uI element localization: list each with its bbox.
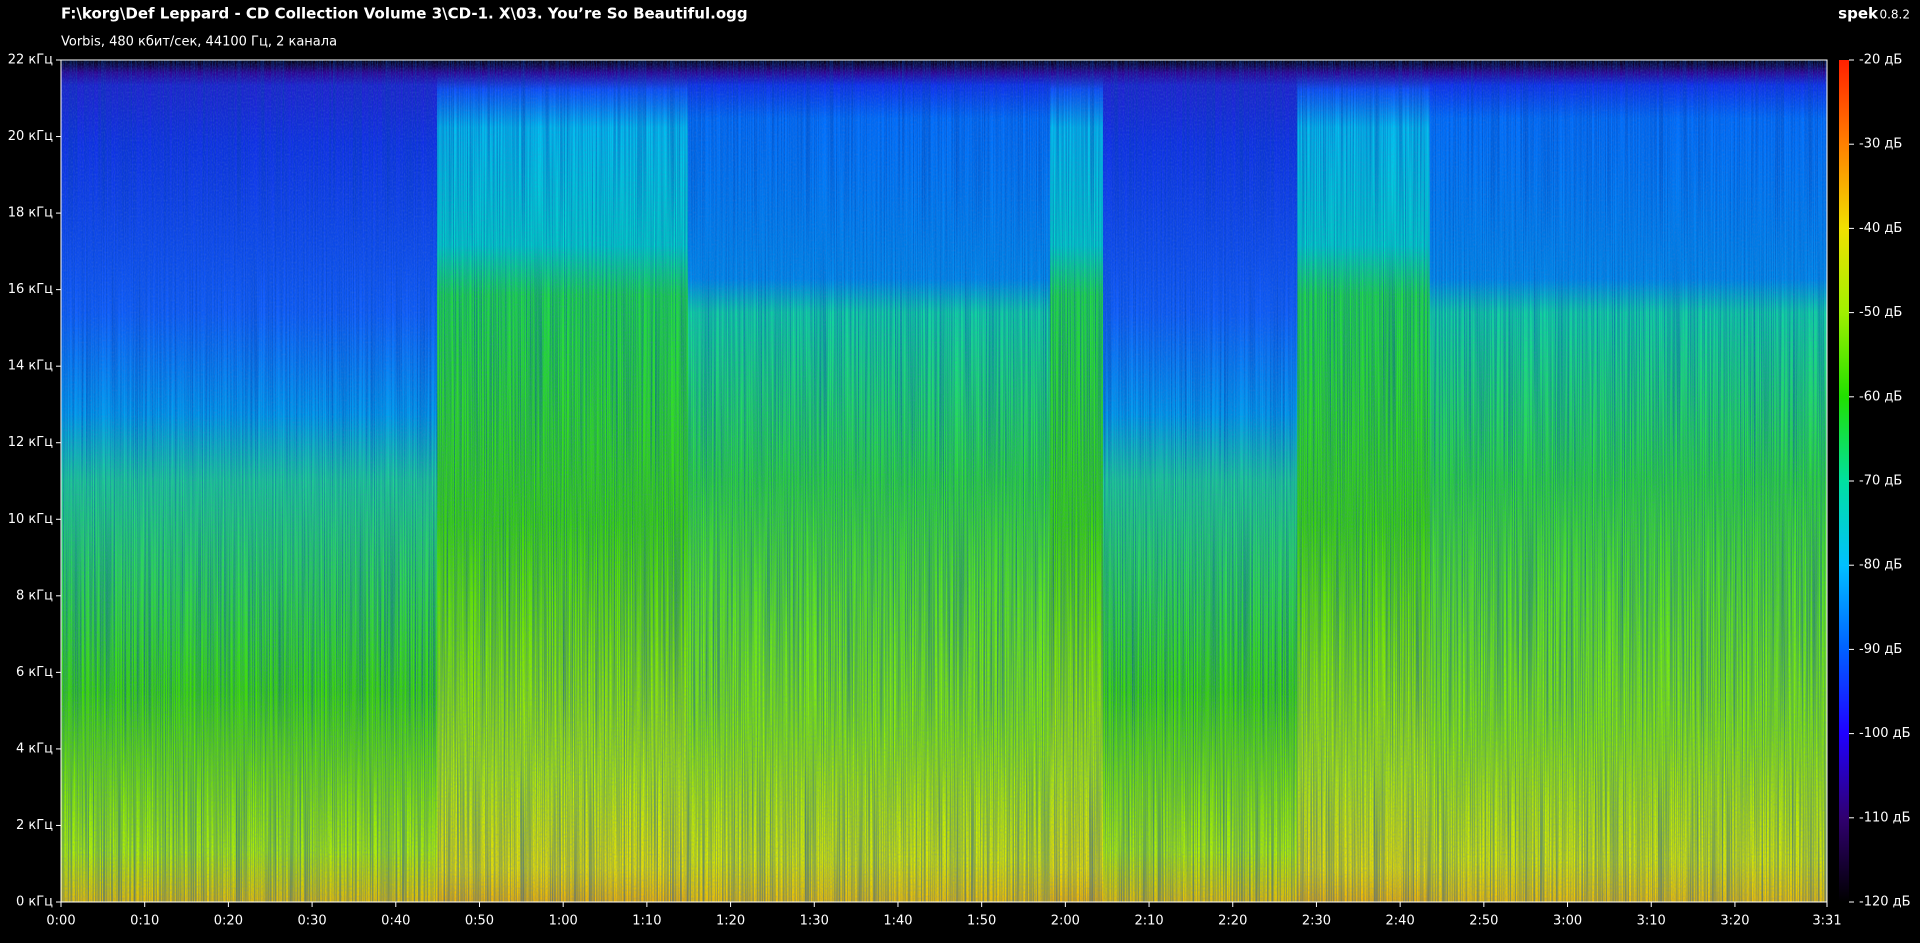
x-tick-label: 3:20 bbox=[1720, 914, 1749, 929]
y-tick-label: 22 кГц bbox=[8, 53, 53, 68]
x-tick-label: 2:10 bbox=[1134, 914, 1163, 929]
plot-frame bbox=[60, 59, 1828, 903]
file-info: Vorbis, 480 кбит/сек, 44100 Гц, 2 канала bbox=[61, 35, 337, 50]
x-tick-label: 1:30 bbox=[800, 914, 829, 929]
y-tick-label: 20 кГц bbox=[8, 129, 53, 144]
db-tick-label: -90 дБ bbox=[1859, 642, 1902, 657]
db-tick-label: -80 дБ bbox=[1859, 558, 1902, 573]
db-tick-label: -50 дБ bbox=[1859, 305, 1902, 320]
app-version: 0.8.2 bbox=[1879, 8, 1910, 22]
x-tick-label: 3:31 bbox=[1812, 914, 1841, 929]
y-tick-label: 2 кГц bbox=[16, 818, 53, 833]
x-tick-label: 1:40 bbox=[883, 914, 912, 929]
spectrogram-image bbox=[61, 60, 1827, 902]
y-tick-label: 8 кГц bbox=[16, 588, 53, 603]
x-tick-label: 2:50 bbox=[1469, 914, 1498, 929]
db-tick-label: -20 дБ bbox=[1859, 53, 1902, 68]
app-name: spek bbox=[1838, 5, 1879, 23]
y-tick-label: 12 кГц bbox=[8, 435, 53, 450]
x-tick-label: 2:00 bbox=[1051, 914, 1080, 929]
x-tick-label: 0:50 bbox=[465, 914, 494, 929]
x-tick-label: 0:20 bbox=[214, 914, 243, 929]
y-tick-label: 6 кГц bbox=[16, 665, 53, 680]
x-tick-label: 0:00 bbox=[46, 914, 75, 929]
db-tick-label: -60 дБ bbox=[1859, 389, 1902, 404]
x-tick-label: 0:30 bbox=[297, 914, 326, 929]
db-tick-label: -70 дБ bbox=[1859, 474, 1902, 489]
x-tick-label: 1:10 bbox=[632, 914, 661, 929]
x-tick-label: 3:10 bbox=[1637, 914, 1666, 929]
x-tick-label: 2:20 bbox=[1218, 914, 1247, 929]
x-tick-label: 1:00 bbox=[549, 914, 578, 929]
db-tick-label: -120 дБ bbox=[1859, 895, 1911, 910]
x-tick-label: 1:20 bbox=[716, 914, 745, 929]
x-tick-label: 2:30 bbox=[1302, 914, 1331, 929]
x-tick-label: 2:40 bbox=[1386, 914, 1415, 929]
x-tick-label: 1:50 bbox=[967, 914, 996, 929]
db-tick-label: -40 дБ bbox=[1859, 221, 1902, 236]
db-tick-label: -30 дБ bbox=[1859, 137, 1902, 152]
color-scale bbox=[1839, 60, 1849, 902]
y-tick-label: 16 кГц bbox=[8, 282, 53, 297]
file-title: F:\korg\Def Leppard - CD Collection Volu… bbox=[61, 5, 748, 23]
y-tick-label: 14 кГц bbox=[8, 359, 53, 374]
y-tick-label: 18 кГц bbox=[8, 206, 53, 221]
x-tick-label: 0:40 bbox=[381, 914, 410, 929]
db-tick-label: -100 дБ bbox=[1859, 726, 1911, 741]
y-tick-label: 0 кГц bbox=[16, 895, 53, 910]
x-tick-label: 0:10 bbox=[130, 914, 159, 929]
db-tick-label: -110 дБ bbox=[1859, 810, 1911, 825]
y-tick-label: 10 кГц bbox=[8, 512, 53, 527]
x-tick-label: 3:00 bbox=[1553, 914, 1582, 929]
spectrum-grain bbox=[61, 60, 1827, 902]
y-tick-label: 4 кГц bbox=[16, 741, 53, 756]
